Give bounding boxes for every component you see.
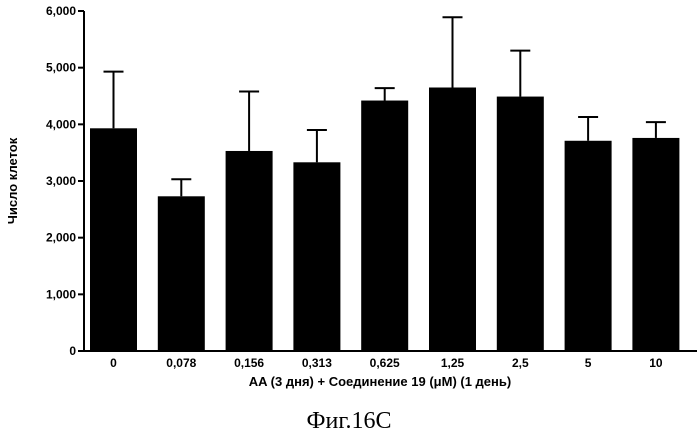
y-ticks-layer: 0 1,000 2,000 3,000 4,000 5,000 6,000 [46,4,84,358]
bar-0,625 [361,101,408,351]
bar-0,078 [158,196,205,351]
figure-caption: Фиг.16C [307,408,392,434]
y-tick-label: 0 [69,344,76,358]
y-tick-label: 2,000 [46,231,76,245]
y-tick-label: 5,000 [46,61,76,75]
bars-layer [90,88,679,352]
bar-2,5 [497,97,544,351]
bar-1,25 [429,88,476,352]
y-tick-label: 6,000 [46,4,76,18]
y-tick-label: 1,000 [46,287,76,301]
x-tick-label: 5 [585,356,592,370]
x-tick-label: 0,625 [370,356,400,370]
bar-0 [90,128,137,351]
x-tick-label: 2,5 [512,356,529,370]
x-axis-title: AA (3 дня) + Соединение 19 (μM) (1 день) [249,374,511,389]
x-tick-label: 0,156 [234,356,264,370]
x-tick-label: 0,078 [166,356,196,370]
x-tick-label: 1,25 [441,356,465,370]
bar-10 [632,138,679,351]
y-tick-label: 3,000 [46,174,76,188]
y-tick-label: 4,000 [46,117,76,131]
bar-0,156 [226,151,273,351]
x-tick-label: 0,313 [302,356,332,370]
y-axis-title: Число клеток [5,137,20,224]
x-tick-label: 10 [649,356,663,370]
bar-5 [565,141,612,351]
bar-0,313 [293,162,340,351]
x-ticks-layer: 0 0,078 0,156 0,313 0,625 1,25 2,5 5 10 [110,356,663,370]
x-tick-label: 0 [110,356,117,370]
